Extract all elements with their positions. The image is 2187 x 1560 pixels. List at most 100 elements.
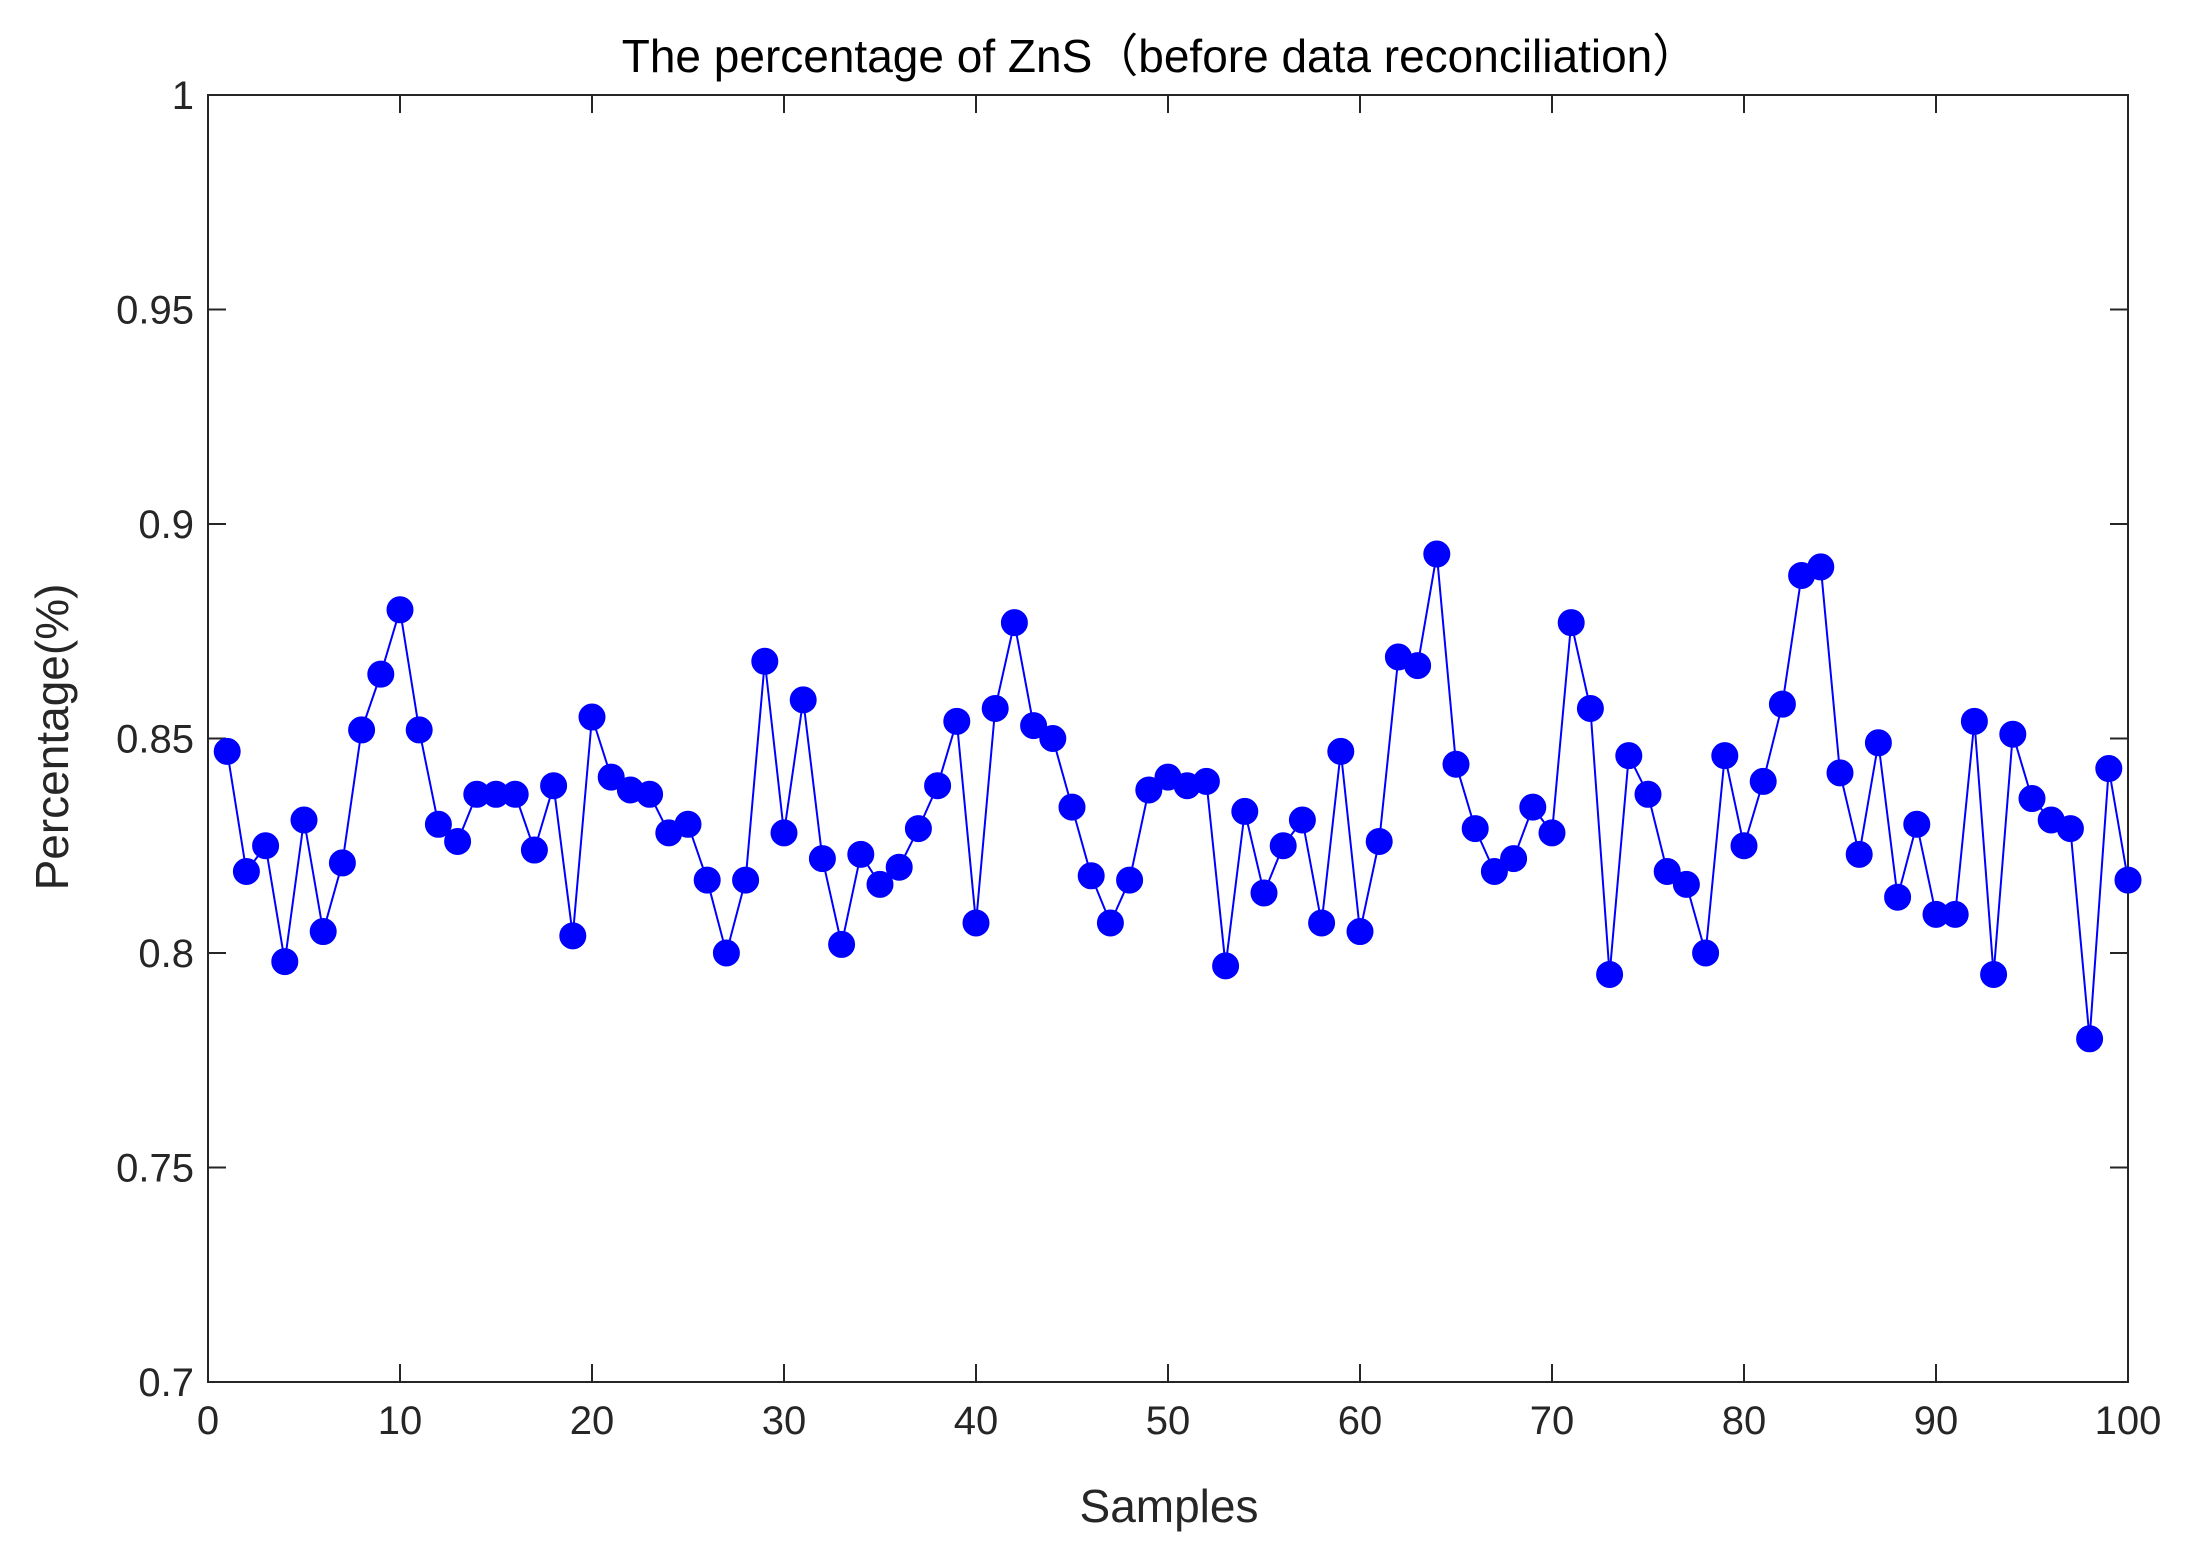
data-point (866, 870, 894, 898)
data-point (904, 815, 932, 843)
data-point (1749, 767, 1777, 795)
data-point (559, 922, 587, 950)
data-point (770, 819, 798, 847)
data-point (1116, 866, 1144, 894)
data-point (1135, 776, 1163, 804)
x-tick-label: 70 (1530, 1399, 1575, 1443)
data-point (1999, 720, 2027, 748)
data-point (1653, 857, 1681, 885)
data-point (2056, 815, 2084, 843)
x-tick-label: 30 (762, 1399, 807, 1443)
data-point (828, 930, 856, 958)
data-point (1346, 918, 1374, 946)
data-point (1826, 759, 1854, 787)
data-point (213, 737, 241, 765)
y-tick-label: 0.7 (138, 1361, 194, 1405)
data-point (1711, 742, 1739, 770)
data-point (1903, 810, 1931, 838)
data-point (1596, 960, 1624, 988)
data-point (2018, 785, 2046, 813)
x-tick-label: 100 (2095, 1399, 2162, 1443)
data-point (1461, 815, 1489, 843)
data-point (1634, 780, 1662, 808)
data-point (290, 806, 318, 834)
data-point (1058, 793, 1086, 821)
data-point (501, 780, 529, 808)
data-point (1212, 952, 1240, 980)
data-point (943, 707, 971, 735)
data-point (1768, 690, 1796, 718)
data-point (1231, 797, 1259, 825)
data-point (405, 716, 433, 744)
data-point (232, 857, 260, 885)
data-point (924, 772, 952, 800)
data-point (444, 827, 472, 855)
data-point (712, 939, 740, 967)
x-axis-title: Samples (1080, 1480, 1259, 1532)
data-point (309, 918, 337, 946)
data-point (1192, 767, 1220, 795)
data-point (2076, 1025, 2104, 1053)
data-point (789, 686, 817, 714)
data-point (1730, 832, 1758, 860)
data-point (674, 810, 702, 838)
x-tick-label: 0 (197, 1399, 219, 1443)
x-tick-label: 10 (378, 1399, 423, 1443)
data-point (1864, 729, 1892, 757)
data-point (1250, 879, 1278, 907)
data-point (1269, 832, 1297, 860)
x-tick-label: 40 (954, 1399, 999, 1443)
data-point (1960, 707, 1988, 735)
chart-title: The percentage of ZnS（before data reconc… (622, 30, 1699, 82)
data-point (578, 703, 606, 731)
data-point (1500, 845, 1528, 873)
data-point (1845, 840, 1873, 868)
data-point (1538, 819, 1566, 847)
data-point (2095, 755, 2123, 783)
y-tick-label: 0.85 (116, 718, 194, 762)
y-tick-label: 0.95 (116, 289, 194, 333)
data-point (1039, 725, 1067, 752)
data-point (540, 772, 568, 800)
data-point (1807, 553, 1835, 581)
x-tick-label: 50 (1146, 1399, 1191, 1443)
data-point (1576, 694, 1604, 722)
data-point (808, 845, 836, 873)
data-point (1941, 900, 1969, 928)
data-point (1077, 862, 1105, 890)
data-point (1365, 827, 1393, 855)
data-point (1672, 870, 1700, 898)
data-point (885, 853, 913, 881)
data-point (520, 836, 548, 864)
data-point (693, 866, 721, 894)
data-point (252, 832, 280, 860)
data-point (1480, 857, 1508, 885)
data-point (1308, 909, 1336, 937)
data-point (847, 840, 875, 868)
data-point (962, 909, 990, 937)
x-tick-label: 60 (1338, 1399, 1383, 1443)
data-point (1423, 540, 1451, 568)
series-layer (213, 540, 2142, 1053)
data-point (367, 660, 395, 688)
x-tick-label: 80 (1722, 1399, 1767, 1443)
data-point (328, 849, 356, 877)
data-point (2114, 866, 2142, 894)
data-point (751, 647, 779, 675)
data-point (1557, 609, 1585, 637)
data-point (348, 716, 376, 744)
y-tick-label: 0.8 (138, 932, 194, 976)
y-axis: 0.7 0.75 0.8 0.85 0.9 0.95 1 (116, 74, 2128, 1405)
data-point (1288, 806, 1316, 834)
y-tick-label: 1 (172, 74, 194, 118)
y-tick-label: 0.9 (138, 503, 194, 547)
data-point (1884, 883, 1912, 911)
y-axis-title: Percentage(%) (26, 584, 78, 891)
data-point (1404, 652, 1432, 680)
x-tick-label: 90 (1914, 1399, 1959, 1443)
data-point (981, 694, 1009, 722)
data-point (1327, 737, 1355, 765)
data-point (1615, 742, 1643, 770)
